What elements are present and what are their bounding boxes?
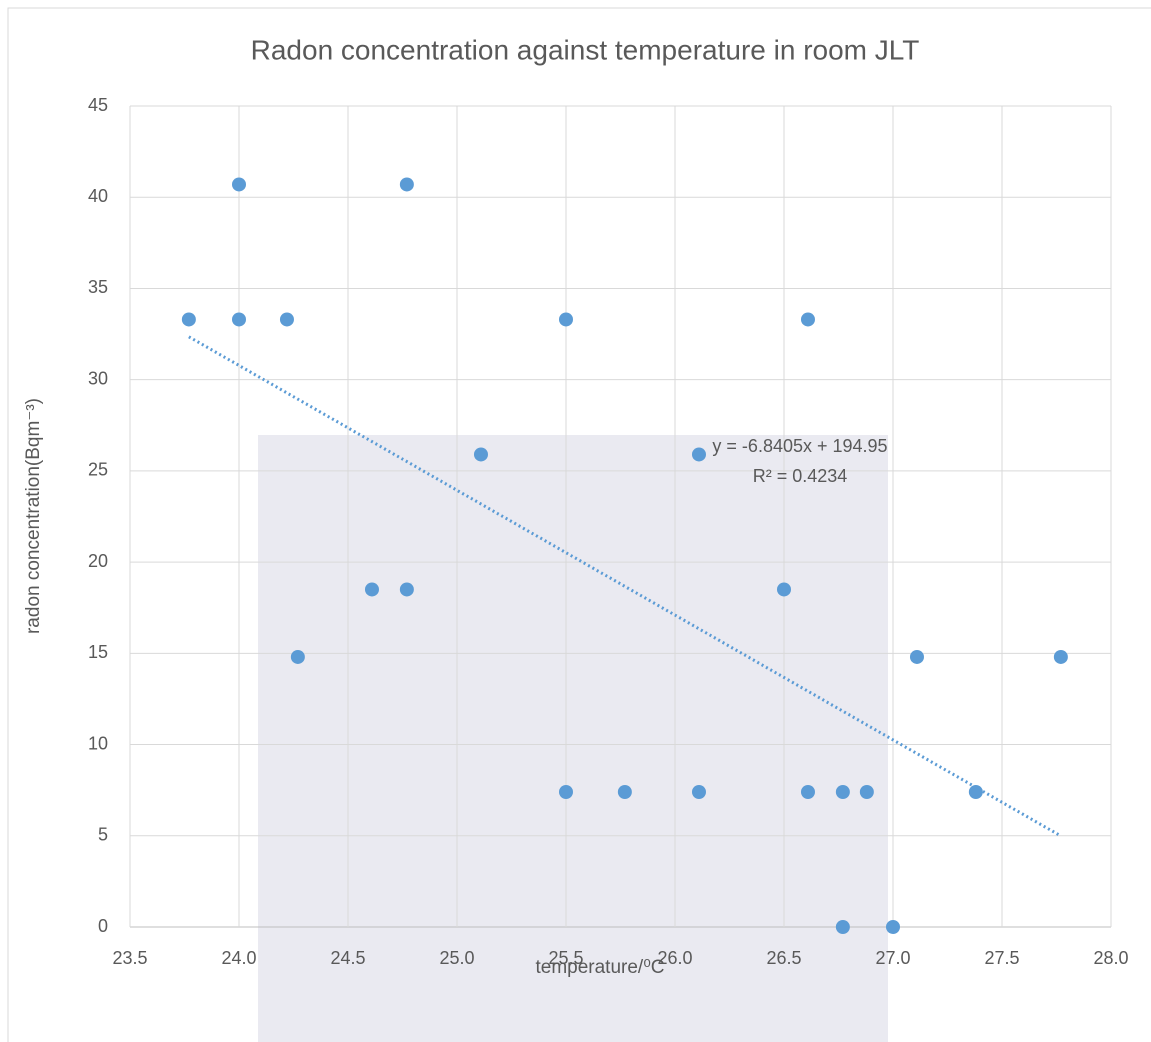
y-tick-label: 35	[88, 277, 108, 297]
y-tick-label: 0	[98, 916, 108, 936]
x-tick-label: 28.0	[1093, 948, 1128, 968]
x-tick-label: 24.0	[221, 948, 256, 968]
data-point	[399, 582, 414, 597]
y-tick-label: 5	[98, 825, 108, 845]
x-axis-label: temperature/⁰C	[535, 957, 664, 978]
data-point	[909, 649, 924, 664]
x-tick-label: 23.5	[112, 948, 147, 968]
data-point	[1053, 649, 1068, 664]
x-tick-label: 27.5	[984, 948, 1019, 968]
y-tick-label: 10	[88, 733, 108, 753]
y-axis-label: radon concentration(Bqm⁻³)	[23, 398, 44, 634]
data-point	[473, 447, 488, 462]
data-point	[399, 177, 414, 192]
x-tick-label: 24.5	[330, 948, 365, 968]
x-tick-label: 26.0	[657, 948, 692, 968]
chart-frame	[7, 7, 1151, 1042]
data-point	[232, 177, 246, 192]
data-point	[181, 312, 196, 327]
data-point	[364, 582, 379, 597]
data-point	[886, 920, 900, 934]
y-tick-label: 15	[88, 642, 108, 662]
data-point	[835, 920, 850, 934]
y-tick-label: 30	[88, 368, 108, 388]
x-tick-label: 26.5	[766, 948, 801, 968]
data-point	[559, 784, 573, 799]
y-tick-label: 40	[88, 186, 108, 206]
watermark	[258, 435, 888, 1042]
y-tick-label: 20	[88, 551, 108, 571]
data-point	[691, 784, 706, 799]
trendline-equation: y = -6.8405x + 194.95	[712, 436, 887, 456]
trendline-r-squared: R² = 0.4234	[753, 466, 848, 486]
data-point	[835, 784, 850, 799]
y-tick-label: 25	[88, 460, 108, 480]
data-point	[777, 582, 791, 597]
data-point	[279, 312, 294, 327]
data-point	[800, 312, 815, 327]
data-point	[232, 312, 246, 327]
data-point	[859, 784, 874, 799]
chart-title: Radon concentration against temperature …	[251, 34, 920, 65]
y-tick-label: 45	[88, 95, 108, 115]
data-point	[290, 649, 305, 664]
data-point	[617, 784, 632, 799]
x-tick-label: 25.5	[548, 948, 583, 968]
x-tick-label: 25.0	[439, 948, 474, 968]
x-tick-label: 27.0	[875, 948, 910, 968]
data-point	[559, 312, 573, 327]
data-point	[800, 784, 815, 799]
data-point	[691, 447, 706, 462]
